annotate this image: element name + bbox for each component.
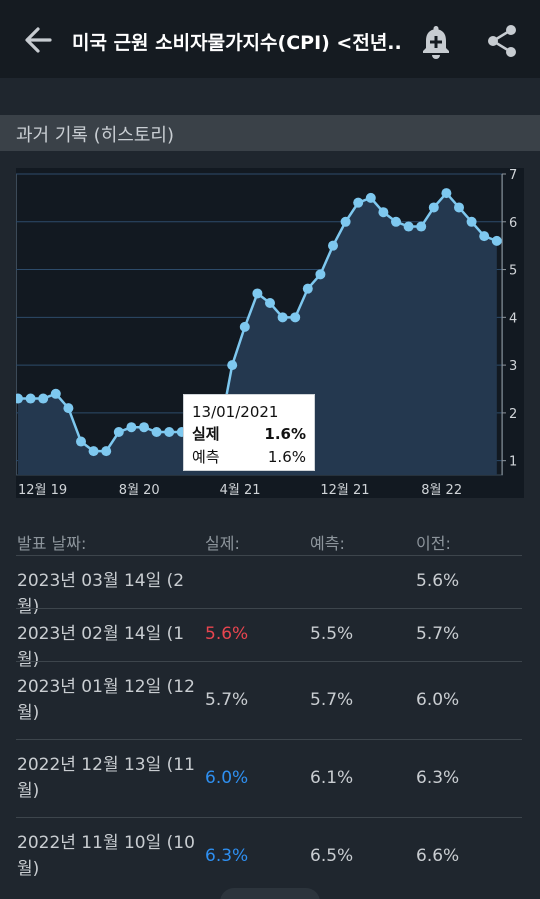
x-tick-label: 4월 21 [220, 483, 261, 498]
data-point [252, 288, 263, 299]
y-tick-label: 6 [509, 216, 517, 231]
row-forecast: 6.1% [310, 768, 354, 788]
y-tick-label: 1 [509, 455, 517, 470]
share-icon[interactable] [484, 22, 520, 60]
history-section-header: 과거 기록 (히스토리) [0, 115, 540, 151]
y-tick-label: 2 [509, 407, 517, 422]
series-area [18, 193, 497, 475]
y-tick-label: 4 [509, 311, 517, 326]
tooltip-actual-value: 1.6% [264, 425, 306, 443]
table-divider [16, 661, 522, 662]
x-tick-label: 12월 21 [320, 483, 369, 498]
header-previous: 이전: [416, 534, 451, 553]
tooltip-actual-label: 실제 [192, 425, 220, 443]
x-tick-label: 8월 22 [421, 483, 462, 498]
back-arrow-icon[interactable] [20, 22, 60, 58]
add-alert-bell-icon[interactable] [418, 22, 454, 60]
section-title: 과거 기록 (히스토리) [16, 125, 174, 146]
data-point [50, 388, 61, 399]
x-tick-label: 8월 20 [119, 483, 160, 498]
table-divider [16, 817, 522, 818]
data-point [151, 427, 162, 437]
data-point [378, 207, 389, 218]
row-previous: 6.3% [416, 768, 460, 788]
data-point [139, 422, 149, 433]
x-tick-label: 12월 19 [18, 483, 67, 498]
row-actual: 5.7% [205, 690, 249, 710]
data-point [25, 393, 36, 404]
row-actual: 6.3% [205, 846, 249, 866]
table-divider [16, 739, 522, 740]
data-point [277, 312, 288, 323]
data-point [126, 422, 137, 433]
row-actual: 6.0% [205, 768, 249, 788]
data-point [16, 393, 23, 404]
page-title: 미국 근원 소비자물가지수(CPI) <전년... [72, 32, 402, 54]
app-bar: 미국 근원 소비자물가지수(CPI) <전년... [0, 0, 540, 78]
data-point [113, 427, 124, 437]
table-divider [16, 555, 522, 556]
row-date: 2023년 02월 14일 (1월) [17, 624, 185, 670]
history-chart-svg[interactable]: 1 2 3 4 5 6 7 12월 19 8월 20 4월 21 12월 21 8월 22 [16, 168, 524, 498]
data-point [428, 202, 439, 213]
tooltip-date: 13/01/2021 [192, 403, 279, 421]
y-tick-label: 7 [509, 168, 517, 183]
row-actual: 5.6% [205, 624, 249, 644]
header-release-date: 발표 날짜: [17, 534, 87, 553]
data-point [38, 393, 49, 404]
history-chart[interactable]: 1 2 3 4 5 6 7 12월 19 8월 20 4월 21 12월 21 8월 22 [16, 168, 524, 498]
row-forecast: 5.7% [310, 690, 354, 710]
data-point [328, 240, 338, 251]
chart-tooltip: 13/01/2021 실제 1.6% 예측 1.6% [183, 394, 315, 471]
data-point [441, 188, 452, 199]
data-point [391, 216, 401, 227]
row-forecast: 6.5% [310, 846, 354, 866]
data-point [290, 312, 301, 323]
row-previous: 6.0% [416, 690, 460, 710]
data-point [491, 235, 502, 246]
tooltip-forecast-value: 1.6% [267, 448, 306, 466]
data-point [227, 360, 238, 371]
data-point [340, 216, 351, 227]
data-point [454, 202, 464, 213]
row-previous: 6.6% [416, 846, 460, 866]
row-date: 2023년 03월 14일 (2월) [17, 571, 185, 617]
data-point [365, 192, 376, 203]
data-point [353, 197, 364, 208]
data-point [315, 269, 326, 280]
data-point [164, 427, 175, 437]
data-point [265, 298, 275, 308]
row-date: 2022년 11월 10일 (10월) [17, 833, 195, 879]
data-point [88, 446, 99, 457]
data-point [302, 283, 313, 294]
data-point [403, 221, 414, 232]
bottom-sheet-handle[interactable] [220, 888, 320, 899]
row-date: 2023년 01월 12일 (12월) [17, 677, 195, 723]
data-point [239, 321, 250, 332]
data-point [479, 231, 490, 242]
data-point [76, 436, 86, 447]
row-forecast: 5.5% [310, 624, 354, 644]
data-point [63, 403, 74, 414]
row-previous: 5.6% [416, 571, 460, 591]
data-point [101, 446, 112, 457]
data-point [416, 221, 427, 232]
tooltip-forecast-label: 예측 [192, 448, 220, 466]
data-point [466, 216, 477, 227]
y-tick-label: 5 [509, 264, 517, 279]
row-previous: 5.7% [416, 624, 460, 644]
header-actual: 실제: [205, 534, 240, 553]
table-header: 발표 날짜: 실제: 예측: 이전: [0, 522, 540, 556]
row-date: 2022년 12월 13일 (11월) [17, 755, 195, 801]
y-tick-label: 3 [509, 359, 517, 374]
header-forecast: 예측: [310, 534, 345, 553]
table-divider [16, 608, 522, 609]
